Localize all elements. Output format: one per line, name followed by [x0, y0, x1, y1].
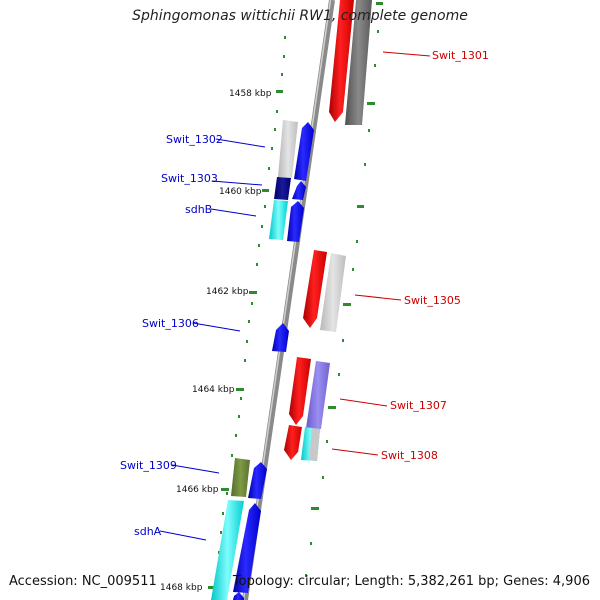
- label-swit-1309[interactable]: Swit_1309: [120, 459, 177, 472]
- label-swit-1301[interactable]: Swit_1301: [432, 49, 489, 62]
- gene-labels: Swit_1301 Swit_1302 Swit_1303 sdhB Swit_…: [120, 49, 489, 538]
- tick-label-1462: 1462 kbp: [206, 287, 249, 297]
- leader-lines: [159, 51, 431, 541]
- gene-next-reverse[interactable]: [233, 592, 244, 600]
- gene-swit-1301[interactable]: [329, 0, 354, 122]
- cog-swit-1307: [306, 361, 330, 429]
- label-swit-1308[interactable]: Swit_1308: [381, 449, 438, 462]
- cog-swit-1302: [278, 120, 298, 178]
- outer-scale: [305, 2, 383, 577]
- gene-swit-1306[interactable]: [272, 323, 289, 352]
- gene-sdhb[interactable]: [287, 201, 304, 242]
- label-sdha[interactable]: sdhA: [134, 525, 162, 538]
- label-swit-1306[interactable]: Swit_1306: [142, 317, 199, 330]
- gene-swit-1303[interactable]: [292, 181, 306, 200]
- cog-swit-1303: [274, 177, 291, 200]
- tick-label-1464: 1464 kbp: [192, 385, 235, 395]
- cog-swit-1301: [345, 0, 372, 125]
- tick-label-1460: 1460 kbp: [219, 187, 262, 197]
- gene-swit-1305[interactable]: [303, 250, 327, 328]
- inner-scale: [208, 36, 286, 589]
- topology-text: Topology: circular; Length: 5,382,261 bp…: [232, 574, 590, 589]
- accession-text: Accession: NC_009511: [9, 574, 157, 589]
- label-swit-1302[interactable]: Swit_1302: [166, 133, 223, 146]
- cog-swit-1309: [231, 458, 250, 497]
- gene-swit-1308[interactable]: [284, 425, 302, 460]
- label-swit-1303[interactable]: Swit_1303: [161, 172, 218, 185]
- tick-label-1468: 1468 kbp: [160, 583, 203, 593]
- cog-swit-1308-stripe: [309, 428, 320, 461]
- label-swit-1305[interactable]: Swit_1305: [404, 294, 461, 307]
- cog-swit-1305: [320, 253, 346, 332]
- cog-sdhb: [269, 200, 288, 240]
- tick-labels: 1458 kbp 1460 kbp 1462 kbp 1464 kbp 1466…: [160, 89, 272, 593]
- page-title: Sphingomonas wittichii RW1, complete gen…: [132, 8, 468, 24]
- gene-swit-1302[interactable]: [294, 122, 314, 181]
- gene-swit-1307[interactable]: [289, 357, 311, 425]
- cog-sdha: [211, 500, 244, 600]
- gene-swit-1309[interactable]: [248, 462, 267, 499]
- backbone-highlight: [242, 0, 332, 600]
- label-swit-1307[interactable]: Swit_1307: [390, 399, 447, 412]
- tick-label-1458: 1458 kbp: [229, 89, 272, 99]
- backbone: [242, 0, 335, 600]
- tick-label-1466: 1466 kbp: [176, 485, 219, 495]
- label-sdhb[interactable]: sdhB: [185, 203, 212, 216]
- gene-sdha[interactable]: [233, 503, 261, 593]
